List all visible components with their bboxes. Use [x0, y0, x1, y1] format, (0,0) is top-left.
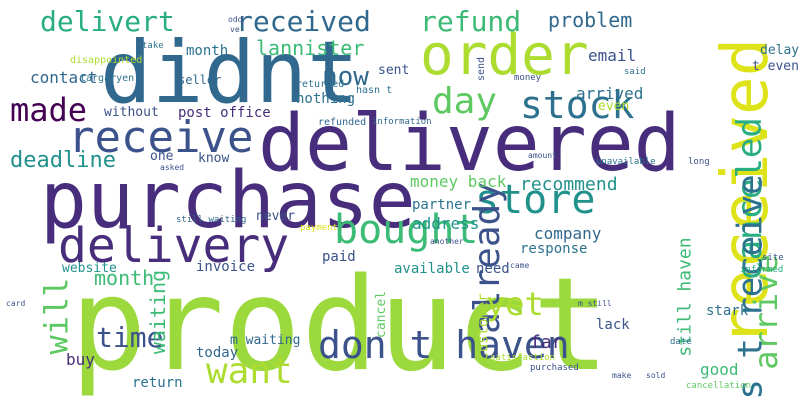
word-need: need [476, 261, 510, 277]
word-targaryen: targaryen [80, 73, 135, 84]
word-website: website [62, 261, 117, 276]
word-waiting: waiting [146, 269, 171, 355]
word-deadline: deadline [10, 148, 116, 173]
word-month-top: month [186, 43, 229, 59]
word-email: email [588, 46, 637, 65]
word-recommend: recommend [520, 174, 618, 195]
word-even: even [598, 99, 630, 114]
word-store: store [475, 177, 596, 223]
word-informed: informed [740, 265, 784, 275]
word-contact: contact [30, 68, 98, 87]
word-send: send [476, 56, 488, 82]
word-seller: seller [178, 73, 222, 87]
word-refunded: refunded [318, 117, 367, 128]
word-today: today [196, 345, 239, 361]
word-delay: delay [760, 43, 800, 58]
word-buy: buy [66, 350, 95, 369]
word-odd: odd [228, 15, 243, 24]
word-satisfaction: satisfaction [490, 353, 556, 363]
word-money-back: money back [410, 172, 507, 191]
word-didnt: didnt [100, 23, 359, 123]
word-available: available [394, 261, 470, 277]
word-m-waiting: m waiting [230, 333, 301, 348]
word-problem: problem [548, 8, 633, 32]
word-take: take [142, 41, 164, 51]
word-will: will [37, 277, 76, 355]
word-stark: stark [706, 303, 749, 319]
word-date: date [670, 337, 692, 347]
word-purchased: purchased [530, 363, 579, 373]
word-bought: bought [334, 207, 479, 253]
word-asked: asked [160, 163, 185, 172]
word-good: good [700, 360, 739, 379]
word-made: made [10, 91, 88, 129]
word-receive: receive [68, 112, 254, 163]
word-another: another [430, 237, 464, 246]
word-nothing: nothing [296, 91, 356, 107]
word-refund: refund [420, 5, 522, 38]
word-s-t-receive: s t receive [730, 174, 771, 400]
word-amount: amount [528, 151, 557, 160]
word-long: long [688, 157, 710, 167]
word-yet: yet [486, 285, 544, 323]
word-hasn-t: hasn t [356, 85, 393, 96]
word-sent: sent [378, 63, 410, 78]
word-came: came [510, 261, 530, 270]
word-know: know [198, 151, 230, 166]
word-time: time [96, 321, 164, 354]
word-product: product [70, 251, 610, 400]
word-sold: sold [646, 371, 666, 380]
word-still-waiting: still waiting [176, 215, 247, 225]
word-unavailable: unavailable [596, 157, 656, 167]
word-delivert: delivert [40, 5, 175, 38]
word-order: order [420, 23, 589, 88]
word-ve: ve [230, 25, 240, 34]
word-month-mid: month [94, 266, 155, 290]
word-stock: stock [520, 83, 635, 127]
word-never: never [256, 209, 296, 224]
word-information: information [372, 117, 432, 127]
word-one: one [150, 149, 174, 164]
word-paid: paid [322, 249, 356, 265]
word-lannister: lannister [256, 36, 365, 60]
word-disappointed: disappointed [70, 55, 143, 66]
word-card: card [6, 299, 26, 308]
word-partner: partner [412, 197, 472, 213]
word-want: want [206, 351, 293, 392]
word-don-t-haven: don t haven [318, 323, 570, 367]
word-payment: payment [300, 223, 338, 233]
word-without: without [104, 105, 159, 120]
word-day: day [432, 81, 498, 122]
word-cancellation: cancellation [686, 381, 752, 391]
word-returned: returned [296, 79, 345, 90]
word-arrived: arrived [576, 84, 644, 103]
word-m-still: m still [578, 299, 612, 308]
word-invoice: invoice [196, 259, 256, 275]
word-lack: lack [596, 317, 630, 333]
word-site: site [762, 253, 784, 263]
word-received-horizontal: received [236, 5, 371, 38]
word-t-even: t even [752, 59, 799, 74]
word-address: address [412, 214, 480, 233]
word-post-office: post office [178, 105, 271, 121]
word-response: response [520, 241, 588, 257]
word-delivery: delivery [58, 218, 290, 274]
word-return: return [132, 375, 183, 391]
word-now: now [322, 62, 369, 92]
word-purchase: purchase [40, 156, 416, 246]
word-far: far [530, 332, 563, 353]
word-customer: customer [475, 293, 492, 361]
word-money: money [514, 73, 542, 83]
word-delivered: delivered [258, 99, 681, 189]
word-company: company [534, 224, 602, 243]
word-cancel: cancel [373, 291, 389, 338]
word-said: said [624, 67, 646, 77]
word-make: make [612, 371, 632, 380]
